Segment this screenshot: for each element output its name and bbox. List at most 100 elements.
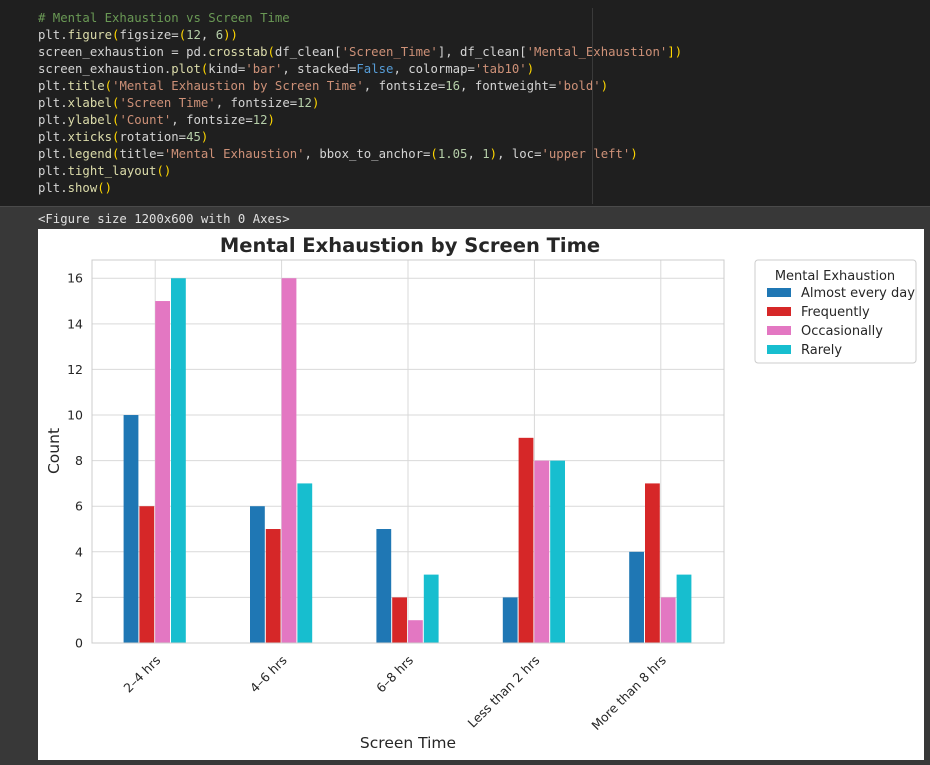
legend-entry-label: Frequently <box>801 305 870 320</box>
code-token: ( <box>200 62 209 76</box>
code-token: kind= <box>208 62 246 76</box>
code-token: ], df_clean[ <box>437 45 527 59</box>
code-token: () <box>156 164 172 178</box>
code-token: )) <box>223 28 238 42</box>
code-token: , fontsize= <box>363 79 446 93</box>
code-token: ( <box>178 28 187 42</box>
bar <box>376 529 392 643</box>
code-token: plt. <box>38 113 68 127</box>
code-token: show <box>67 181 98 195</box>
code-token: , colormap= <box>393 62 475 76</box>
legend-entry-label: Rarely <box>801 343 842 358</box>
code-token: 'Count' <box>119 113 172 127</box>
code-line: plt.xlabel('Screen Time', fontsize=12) <box>38 95 682 112</box>
bar <box>676 574 692 643</box>
code-token: , <box>467 147 483 161</box>
code-line: plt.legend(title='Mental Exhaustion', bb… <box>38 146 682 163</box>
code-token: 1.05 <box>437 147 468 161</box>
bar <box>534 460 550 643</box>
bar <box>660 597 676 643</box>
y-tick-label: 14 <box>67 316 83 331</box>
code-token: ( <box>112 113 120 127</box>
x-tick-label: 6–8 hrs <box>373 653 416 696</box>
code-token: 'tab10' <box>474 62 527 76</box>
legend-swatch <box>767 307 791 316</box>
code-token: 12 <box>252 113 268 127</box>
code-token: ) <box>489 147 498 161</box>
figure-size-output: <Figure size 1200x600 with 0 Axes> <box>38 212 290 226</box>
code-token: plt. <box>38 96 68 110</box>
bar <box>502 597 518 643</box>
code-token: screen_exhaustion = pd. <box>38 45 209 59</box>
code-token: 'bar' <box>245 62 283 76</box>
bar <box>392 597 407 643</box>
y-tick-label: 16 <box>67 271 83 286</box>
x-tick-label: More than 8 hrs <box>588 653 668 733</box>
code-token: crosstab <box>208 45 268 59</box>
bar <box>155 301 170 643</box>
code-token: legend <box>67 147 113 161</box>
code-token: plt. <box>38 147 68 161</box>
bar <box>281 278 297 643</box>
y-axis-label: Count <box>45 428 63 474</box>
code-token: ( <box>430 147 438 161</box>
code-line: # Mental Exhaustion vs Screen Time <box>38 10 682 27</box>
y-tick-label: 10 <box>67 408 83 423</box>
code-line: screen_exhaustion.plot(kind='bar', stack… <box>38 61 682 78</box>
code-token: ) <box>600 79 609 93</box>
code-token: rotation= <box>119 130 187 144</box>
legend: Mental Exhaustion Almost every day Freque… <box>754 259 917 364</box>
code-token: 12 <box>186 28 201 42</box>
bar <box>629 551 644 643</box>
bar <box>265 529 281 643</box>
bar <box>297 483 313 643</box>
bar <box>518 437 534 643</box>
code-token: 12 <box>297 96 312 110</box>
code-token: df_clean[ <box>274 45 342 59</box>
legend-entry-label: Almost every day <box>801 286 915 301</box>
code-token: 45 <box>186 130 201 144</box>
code-token: xticks <box>67 130 113 144</box>
code-editor[interactable]: # Mental Exhaustion vs Screen Time plt.fi… <box>38 10 682 197</box>
code-token: 1 <box>482 147 490 161</box>
code-line: plt.ylabel('Count', fontsize=12) <box>38 112 682 129</box>
bar <box>139 506 155 643</box>
x-tick-label: Less than 2 hrs <box>465 653 543 731</box>
code-token: figsize= <box>119 28 179 42</box>
code-token: , stacked= <box>282 62 357 76</box>
code-token: 'Mental Exhaustion' <box>163 147 305 161</box>
code-token: plt. <box>38 79 68 93</box>
code-token: , fontsize= <box>171 113 253 127</box>
code-token: title <box>67 79 105 93</box>
code-token: ) <box>267 113 275 127</box>
code-line: plt.xticks(rotation=45) <box>38 129 682 146</box>
code-token: () <box>97 181 113 195</box>
y-tick-label: 6 <box>75 499 83 514</box>
code-token: ) <box>526 62 535 76</box>
code-token: , bbox_to_anchor= <box>304 147 431 161</box>
editor-ruler <box>592 8 593 204</box>
code-token: ylabel <box>67 113 113 127</box>
code-line: plt.show() <box>38 180 682 197</box>
chart-figure: Mental Exhaustion by Screen Time 0 2 4 6 8 10… <box>38 229 924 760</box>
bar <box>645 483 660 643</box>
code-token: , <box>200 28 216 42</box>
bar-chart: Mental Exhaustion by Screen Time 0 2 4 6 8 10… <box>45 234 917 752</box>
code-line: plt.figure(figsize=(12, 6)) <box>38 27 682 44</box>
code-token: plt. <box>38 164 68 178</box>
code-token: plt. <box>38 28 68 42</box>
legend-swatch <box>767 326 791 335</box>
code-token: plt. <box>38 181 68 195</box>
code-cell[interactable]: # Mental Exhaustion vs Screen Time plt.fi… <box>0 0 930 207</box>
code-token: 16 <box>445 79 461 93</box>
code-line: plt.tight_layout() <box>38 163 682 180</box>
code-token: , fontsize= <box>215 96 298 110</box>
code-token: ( <box>112 147 120 161</box>
code-token: 'Screen Time' <box>119 96 216 110</box>
bar <box>408 620 423 643</box>
bar <box>171 278 186 643</box>
y-tick-label: 12 <box>67 362 83 377</box>
code-token: title= <box>119 147 164 161</box>
code-token: , loc= <box>497 147 542 161</box>
legend-box <box>754 259 917 364</box>
